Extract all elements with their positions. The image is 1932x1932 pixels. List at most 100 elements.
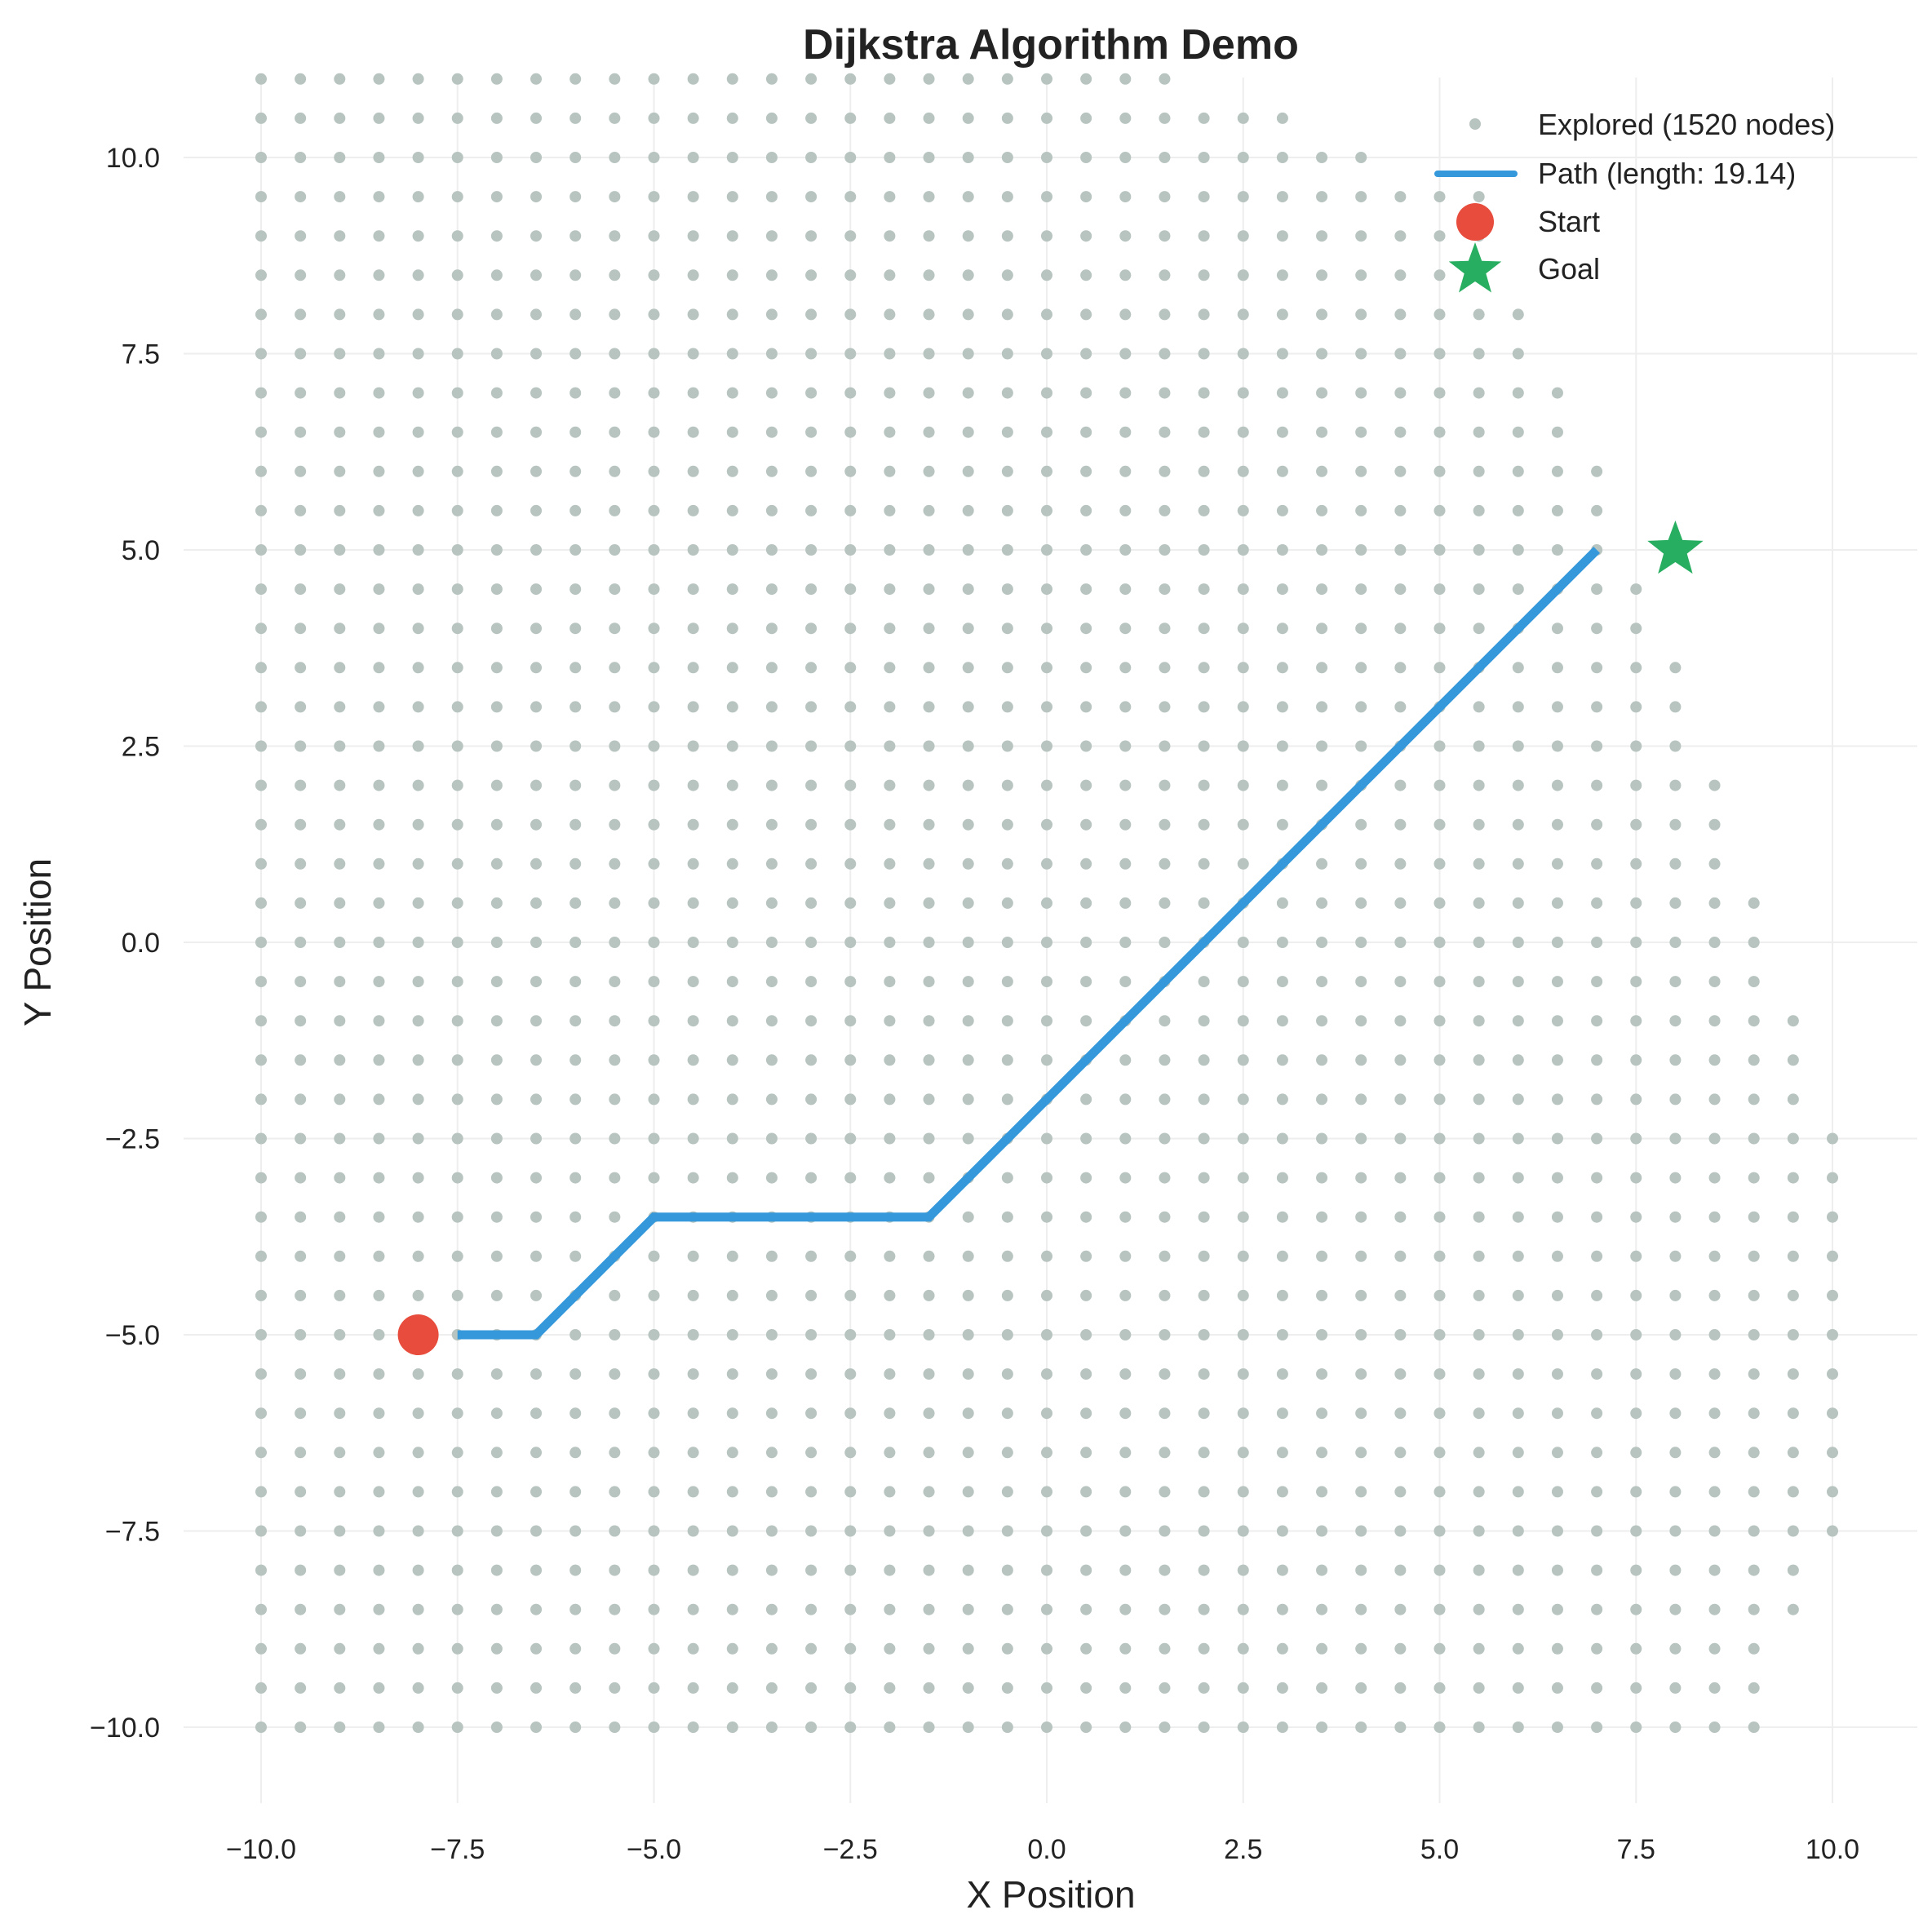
explored-point: [1473, 1486, 1485, 1498]
explored-point: [530, 1132, 543, 1145]
explored-point: [530, 387, 543, 399]
explored-point: [1080, 623, 1092, 635]
explored-point: [1512, 426, 1524, 438]
explored-point: [490, 857, 503, 870]
explored-point: [1512, 1172, 1524, 1184]
explored-point: [1473, 191, 1485, 203]
explored-point: [412, 230, 424, 242]
explored-point: [1276, 1642, 1288, 1655]
explored-point: [373, 1015, 385, 1027]
explored-point: [1473, 818, 1485, 831]
explored-point: [1748, 1172, 1760, 1184]
explored-point: [648, 269, 660, 281]
explored-point: [648, 504, 660, 516]
explored-point: [1080, 1447, 1092, 1459]
explored-point: [334, 857, 346, 870]
explored-point: [1748, 976, 1760, 988]
explored-point: [412, 1564, 424, 1576]
explored-point: [1316, 426, 1328, 438]
explored-point: [1630, 1368, 1642, 1380]
explored-point: [726, 269, 738, 281]
explored-point: [1001, 1329, 1013, 1340]
explored-point: [805, 1015, 818, 1027]
explored-point: [687, 1015, 699, 1027]
explored-point: [451, 1564, 463, 1576]
explored-point: [1473, 1525, 1485, 1537]
explored-point: [1119, 191, 1132, 203]
explored-point: [1669, 1642, 1682, 1655]
explored-point: [1159, 937, 1171, 948]
explored-point: [687, 308, 699, 321]
explored-point: [1119, 1525, 1132, 1537]
explored-point: [1355, 1329, 1367, 1340]
explored-point: [334, 1525, 346, 1537]
explored-point: [569, 1447, 582, 1459]
explored-point: [1316, 1368, 1328, 1380]
explored-point: [805, 818, 818, 831]
explored-point: [1237, 426, 1249, 438]
explored-point: [1355, 308, 1367, 321]
explored-point: [1276, 1564, 1288, 1576]
explored-point: [884, 1329, 896, 1340]
explored-point: [255, 1211, 267, 1223]
explored-point: [923, 1407, 935, 1420]
explored-point: [255, 1447, 267, 1459]
explored-point: [1316, 1329, 1328, 1340]
explored-point: [1394, 544, 1407, 556]
explored-point: [1001, 426, 1013, 438]
explored-point: [373, 426, 385, 438]
explored-point: [255, 662, 267, 674]
explored-point: [1433, 348, 1446, 360]
explored-point: [1669, 857, 1682, 870]
explored-point: [373, 191, 385, 203]
explored-point: [1080, 1722, 1092, 1733]
explored-point: [451, 348, 463, 360]
explored-point: [1748, 937, 1760, 948]
explored-point: [1630, 662, 1642, 674]
explored-point: [648, 779, 660, 791]
explored-point: [334, 73, 346, 85]
explored-point: [334, 701, 346, 713]
explored-point: [490, 818, 503, 831]
explored-point: [451, 191, 463, 203]
explored-point: [1473, 504, 1485, 516]
explored-point: [1355, 1486, 1367, 1498]
explored-point: [1394, 1447, 1407, 1459]
explored-point: [255, 1407, 267, 1420]
explored-point: [1001, 1447, 1013, 1459]
explored-point: [1827, 1289, 1838, 1301]
explored-point: [295, 1329, 307, 1340]
explored-point: [1748, 1642, 1760, 1655]
explored-point: [1708, 976, 1721, 988]
explored-point: [1433, 779, 1446, 791]
explored-point: [255, 1054, 267, 1066]
explored-point: [726, 348, 738, 360]
explored-point: [1512, 583, 1524, 596]
explored-point: [412, 937, 424, 948]
explored-point: [1159, 1722, 1171, 1733]
explored-point: [1394, 1015, 1407, 1027]
explored-point: [923, 544, 935, 556]
explored-point: [687, 1447, 699, 1459]
explored-point: [295, 1172, 307, 1184]
explored-point: [687, 740, 699, 752]
explored-point: [648, 1525, 660, 1537]
explored-point: [1708, 1603, 1721, 1615]
explored-point: [373, 73, 385, 85]
explored-point: [334, 1722, 346, 1733]
explored-point: [609, 1525, 621, 1537]
explored-point: [609, 426, 621, 438]
explored-point: [1708, 1132, 1721, 1145]
explored-point: [962, 937, 974, 948]
explored-point: [295, 387, 307, 399]
explored-point: [1080, 976, 1092, 988]
explored-point: [1512, 465, 1524, 477]
explored-point: [765, 230, 778, 242]
explored-point: [412, 1250, 424, 1262]
explored-point: [1198, 976, 1210, 988]
explored-point: [765, 897, 778, 909]
explored-point: [765, 1486, 778, 1498]
explored-point: [1237, 465, 1249, 477]
explored-point: [255, 426, 267, 438]
explored-point: [1787, 1603, 1799, 1615]
